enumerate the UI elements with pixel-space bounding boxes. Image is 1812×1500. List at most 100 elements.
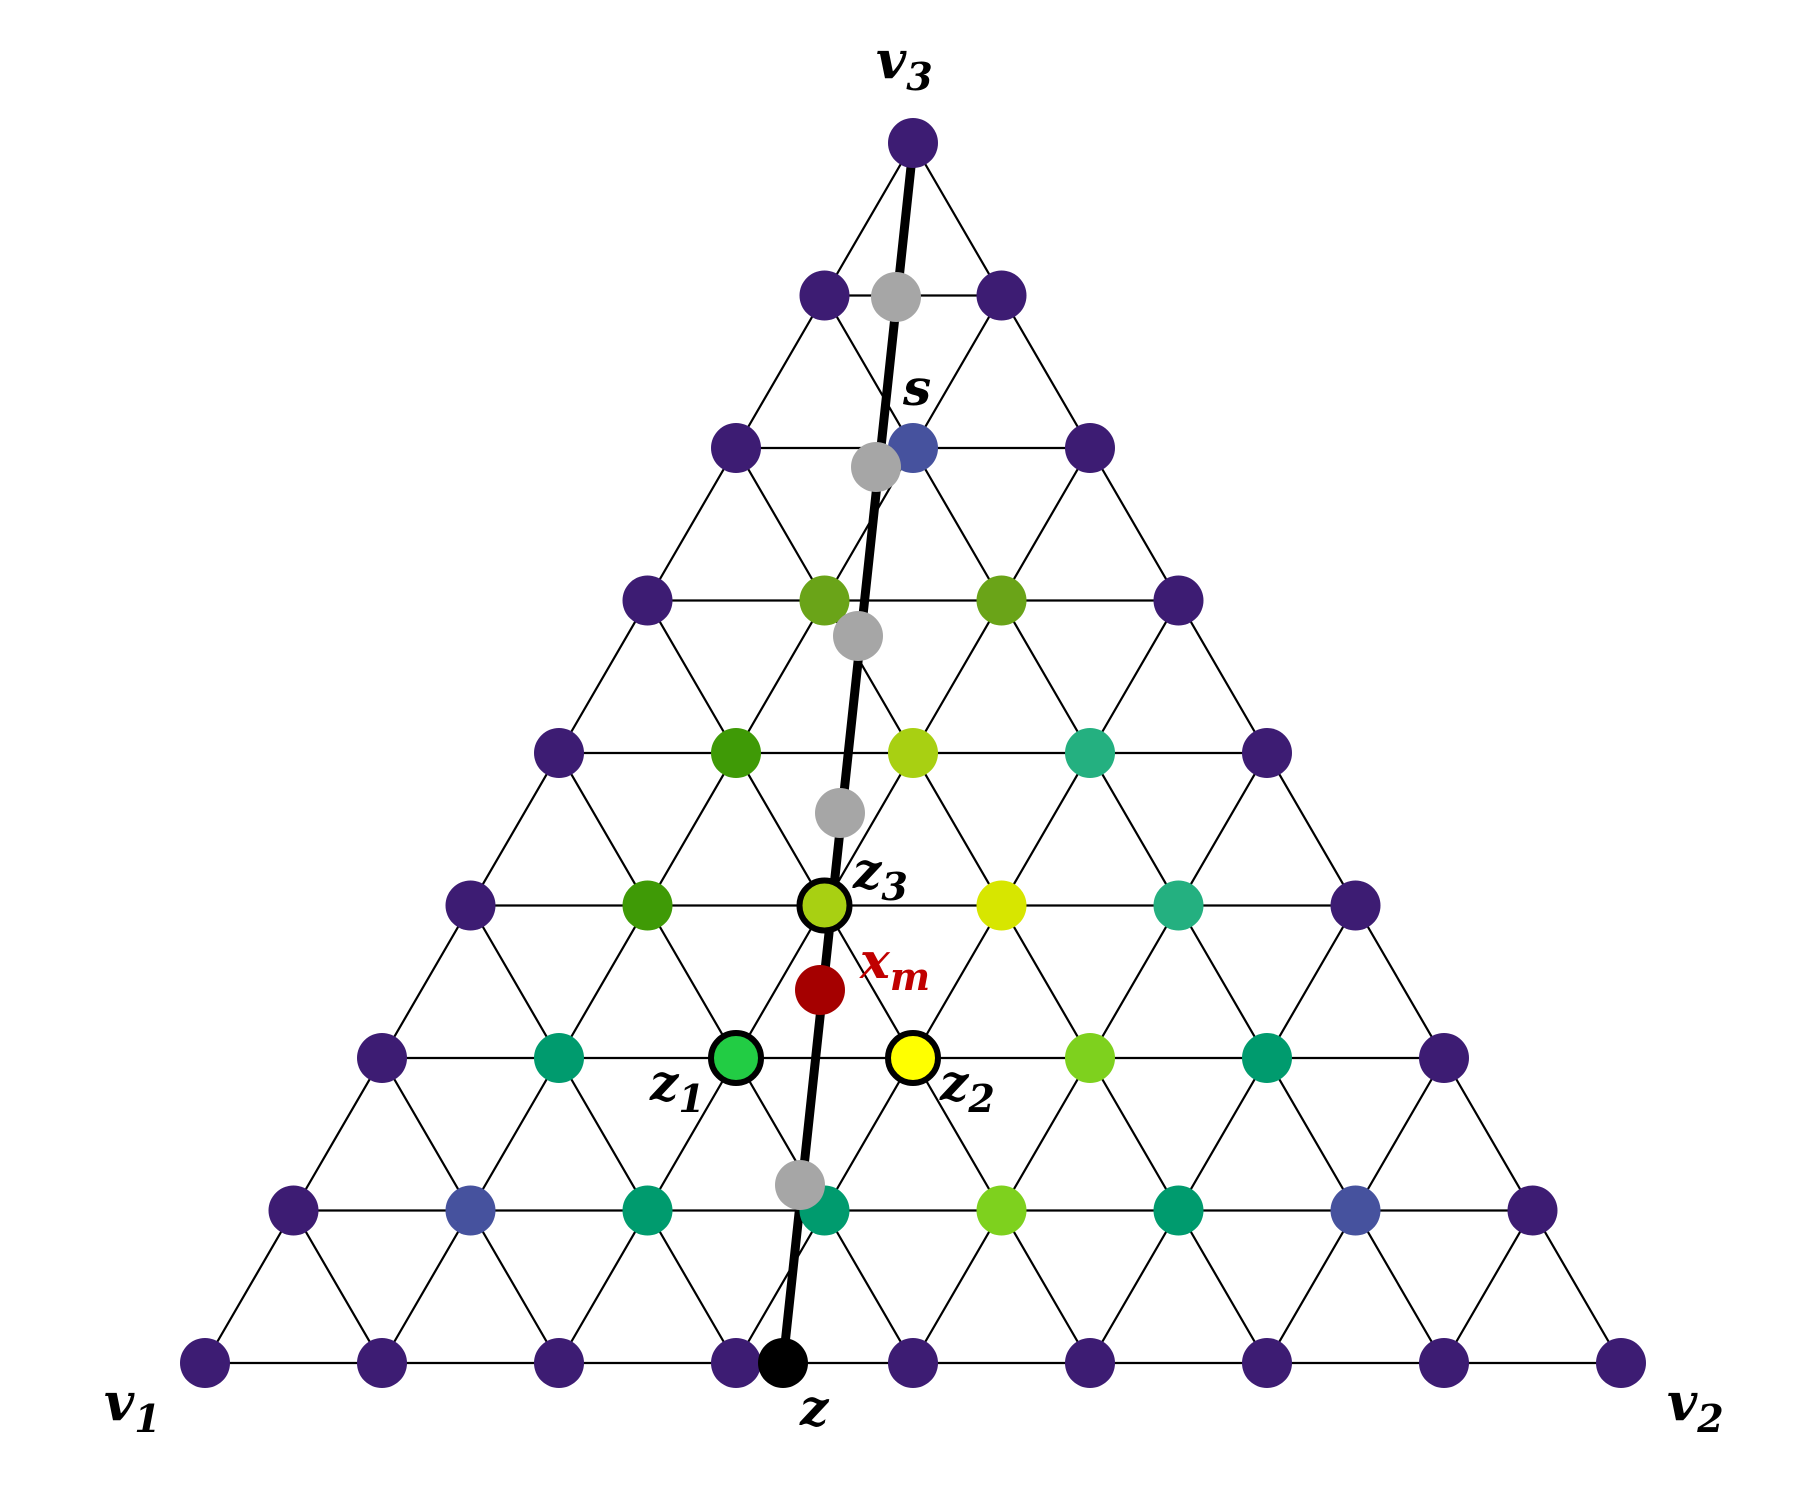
grid-node bbox=[976, 270, 1027, 321]
grid-edge bbox=[1000, 599, 1092, 755]
grid-node bbox=[1507, 1185, 1558, 1236]
grid-edge bbox=[557, 1056, 649, 1212]
node-z2 bbox=[885, 1030, 941, 1086]
grid-node bbox=[534, 1033, 584, 1083]
crossing-point bbox=[775, 1160, 825, 1210]
grid-node bbox=[445, 880, 496, 931]
grid-edge bbox=[292, 1056, 384, 1212]
grid-node bbox=[1330, 880, 1381, 931]
grid-edge bbox=[1000, 1209, 1092, 1365]
grid-edge bbox=[646, 751, 738, 907]
point-label-xm: xm bbox=[859, 931, 930, 999]
grid-node bbox=[534, 728, 584, 778]
grid-node bbox=[1065, 728, 1115, 778]
crossing-point bbox=[871, 272, 921, 322]
grid-edge bbox=[734, 1209, 826, 1365]
grid-edge bbox=[1088, 599, 1180, 755]
vertex-label-v1: v1 bbox=[104, 1372, 161, 1441]
grid-node bbox=[888, 118, 938, 168]
grid-edge bbox=[734, 599, 826, 755]
labels: v1 v2 v3 s z z1 z2 z3 xm bbox=[104, 30, 1724, 1441]
grid-edge bbox=[823, 141, 915, 297]
grid-node bbox=[357, 1338, 407, 1388]
grid-edge bbox=[646, 446, 738, 602]
grid-node bbox=[1242, 1338, 1292, 1388]
z-point bbox=[758, 1338, 808, 1388]
grid-edge bbox=[1354, 904, 1446, 1060]
grid-node bbox=[888, 423, 938, 473]
grid-edge bbox=[1000, 751, 1092, 907]
node-z1 bbox=[708, 1030, 764, 1086]
grid-node bbox=[799, 270, 850, 321]
grid-node bbox=[1153, 880, 1204, 931]
grid-edge bbox=[646, 1209, 738, 1365]
grid-edge bbox=[1000, 294, 1092, 450]
grid-edge bbox=[1354, 1209, 1446, 1365]
point-label-z1: z1 bbox=[649, 1053, 705, 1121]
grid-edge bbox=[469, 1209, 561, 1365]
grid-edge bbox=[469, 904, 561, 1060]
grid-node bbox=[445, 1185, 496, 1236]
grid-node bbox=[711, 728, 761, 778]
grid-node bbox=[1330, 1185, 1381, 1236]
grid-node bbox=[888, 728, 938, 778]
grid-node bbox=[1065, 423, 1115, 473]
grid-node bbox=[1065, 1033, 1115, 1083]
grid-node bbox=[180, 1338, 230, 1388]
grid-edge bbox=[823, 904, 915, 1060]
grid-node bbox=[268, 1185, 319, 1236]
grid-edge bbox=[646, 599, 738, 755]
grid-node bbox=[1596, 1338, 1646, 1388]
grid-edge bbox=[380, 1056, 472, 1212]
grid-edge bbox=[203, 1209, 295, 1365]
grid-edge bbox=[823, 294, 915, 450]
grid-edge bbox=[1265, 1209, 1357, 1365]
grid-node bbox=[888, 1338, 938, 1388]
grid-edge bbox=[734, 751, 826, 907]
crossing-point bbox=[851, 442, 901, 492]
grid-edge bbox=[911, 1209, 1003, 1365]
grid-node bbox=[1153, 575, 1204, 626]
grid-node bbox=[1242, 1033, 1292, 1083]
grid-edge bbox=[823, 1209, 915, 1365]
grid-edge bbox=[1354, 1056, 1446, 1212]
triangular-grid-edges bbox=[203, 141, 1623, 1365]
grid-node bbox=[622, 880, 673, 931]
grid-node bbox=[711, 1338, 761, 1388]
grid-node bbox=[357, 1033, 407, 1083]
grid-edge bbox=[1177, 751, 1269, 907]
vertex-label-v3: v3 bbox=[876, 30, 933, 99]
grid-node bbox=[622, 575, 673, 626]
grid-node bbox=[1242, 728, 1292, 778]
grid-edge bbox=[734, 294, 826, 450]
grid-edge bbox=[469, 751, 561, 907]
grid-edge bbox=[1000, 1056, 1092, 1212]
point-label-z: z bbox=[799, 1378, 830, 1437]
grid-edge bbox=[557, 904, 649, 1060]
grid-edge bbox=[469, 1056, 561, 1212]
grid-edge bbox=[1531, 1209, 1623, 1365]
grid-edge bbox=[911, 446, 1003, 602]
grid-edge bbox=[557, 1209, 649, 1365]
grid-edge bbox=[1088, 904, 1180, 1060]
grid-edge bbox=[1442, 1056, 1534, 1212]
grid-edge bbox=[911, 599, 1003, 755]
grid-edge bbox=[1177, 1056, 1269, 1212]
grid-node bbox=[1153, 1185, 1204, 1236]
grid-edge bbox=[911, 751, 1003, 907]
grid-edge bbox=[1177, 1209, 1269, 1365]
grid-edge bbox=[646, 904, 738, 1060]
point-label-z2: z2 bbox=[939, 1053, 995, 1121]
grid-node bbox=[711, 423, 761, 473]
grid-edge bbox=[911, 294, 1003, 450]
grid-node bbox=[1419, 1033, 1469, 1083]
path-points bbox=[758, 272, 921, 1388]
grid-edge bbox=[911, 1056, 1003, 1212]
grid-node bbox=[976, 1185, 1027, 1236]
grid-node bbox=[622, 1185, 673, 1236]
grid-edge bbox=[1442, 1209, 1534, 1365]
point-label-s: s bbox=[902, 358, 931, 417]
grid-edge bbox=[734, 446, 826, 602]
grid-node bbox=[1419, 1338, 1469, 1388]
